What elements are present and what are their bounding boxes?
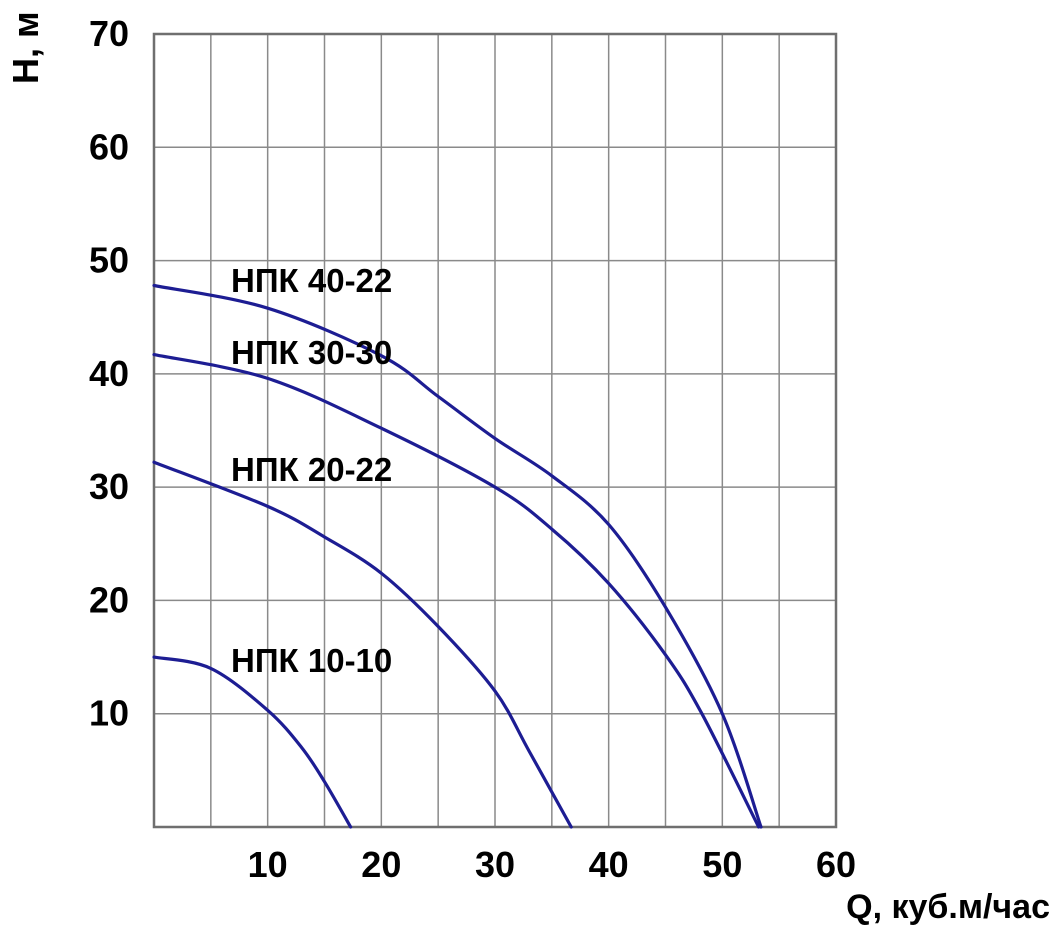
y-tick-30: 30: [89, 466, 129, 507]
x-axis-title: Q, куб.м/час: [846, 888, 1050, 926]
x-axis-tick-labels: 10 20 30 40 50 60: [248, 844, 856, 885]
y-tick-10: 10: [89, 693, 129, 734]
curve-npk-20-22: [152, 460, 573, 829]
y-tick-70: 70: [89, 13, 129, 54]
x-tick-10: 10: [248, 844, 288, 885]
curve-label-npk-40-22: НПК 40-22: [231, 262, 392, 299]
x-tick-50: 50: [702, 844, 742, 885]
curve-npk-10-10: [152, 655, 353, 829]
y-tick-50: 50: [89, 240, 129, 281]
x-tick-40: 40: [589, 844, 629, 885]
plot-border: [152, 32, 838, 829]
curve-labels: НПК 40-22 НПК 30-30 НПК 20-22 НПК 10-10: [231, 262, 392, 679]
curve-label-npk-10-10: НПК 10-10: [231, 642, 392, 679]
x-tick-60: 60: [816, 844, 856, 885]
y-axis-title: Н, м: [5, 11, 46, 84]
y-tick-20: 20: [89, 579, 129, 620]
curve-label-npk-20-22: НПК 20-22: [231, 451, 392, 488]
x-tick-30: 30: [475, 844, 515, 885]
curve-npk-30-30: [152, 353, 761, 829]
pump-curves: [152, 283, 763, 829]
y-axis-tick-labels: 70 60 50 40 30 20 10: [89, 13, 129, 734]
y-tick-60: 60: [89, 126, 129, 167]
x-tick-20: 20: [361, 844, 401, 885]
curve-label-npk-30-30: НПК 30-30: [231, 334, 392, 371]
y-tick-40: 40: [89, 353, 129, 394]
gridlines: [153, 33, 837, 828]
curve-npk-40-22: [152, 283, 763, 829]
